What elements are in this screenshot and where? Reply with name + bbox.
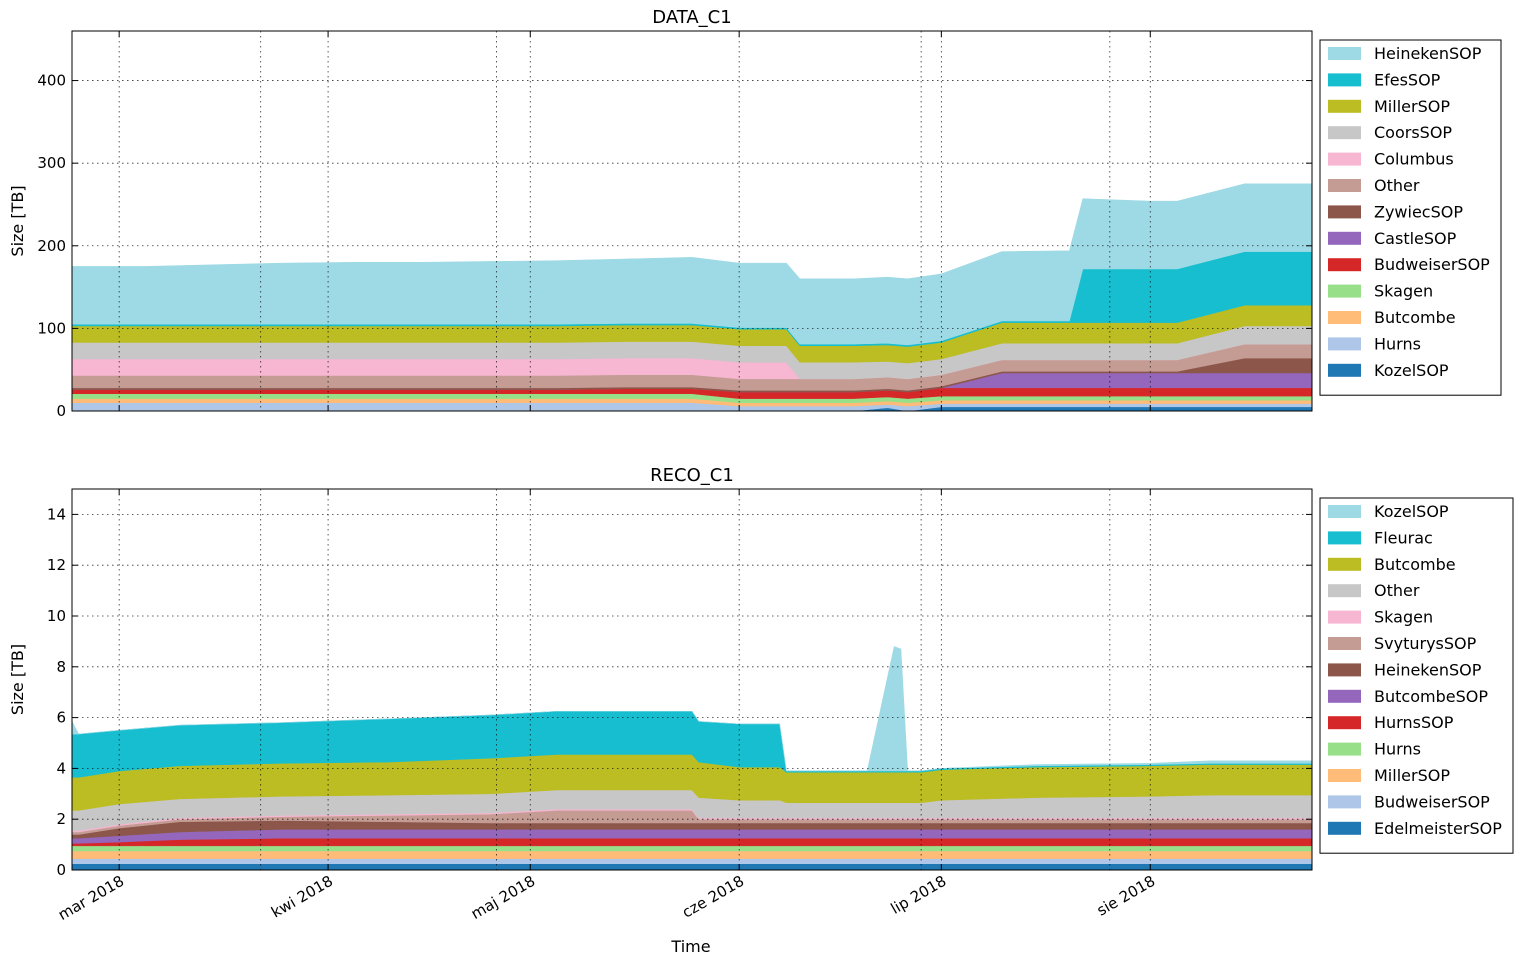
y-tick-label: 12 (47, 556, 66, 574)
legend-label: Fleurac (1374, 528, 1433, 547)
legend-swatch (1328, 99, 1361, 113)
legend-swatch (1328, 821, 1361, 835)
legend-label: MillerSOP (1374, 97, 1450, 116)
y-tick-label: 6 (56, 709, 66, 727)
legend-swatch (1328, 231, 1361, 245)
y-tick-label: 10 (47, 607, 66, 625)
chart-title: RECO_C1 (650, 465, 734, 486)
legend: KozelSOP Fleurac Butcombe Other Skagen Svytur… (1319, 497, 1514, 854)
y-tick-label: 200 (37, 237, 66, 255)
x-tick-label: cze 2018 (679, 872, 747, 922)
plot-frame (71, 488, 1313, 871)
legend-label: CoorsSOP (1374, 123, 1452, 142)
y-axis-label: Size [TB] (8, 644, 27, 715)
legend-swatch (1328, 205, 1361, 219)
area-series-edelmeistersop (72, 863, 1312, 870)
legend-swatch (1328, 795, 1361, 809)
legend-label: EdelmeisterSOP (1374, 819, 1502, 838)
legend-swatch (1328, 610, 1361, 624)
y-tick-label: 2 (56, 810, 66, 828)
gridlines (72, 31, 1312, 411)
legend-swatch (1328, 126, 1361, 140)
gridlines (72, 489, 1312, 870)
legend-swatch (1328, 284, 1361, 298)
y-tick-label: 0 (56, 402, 66, 420)
chart-title: DATA_C1 (652, 7, 731, 28)
legend-label: SvyturysSOP (1374, 634, 1477, 653)
legend-label: Hurns (1374, 334, 1421, 353)
plot-frame (71, 30, 1313, 412)
x-tick-label: sie 2018 (1094, 872, 1159, 920)
legend-swatch (1328, 258, 1361, 272)
area-series-hurns (72, 845, 1312, 852)
legend-swatch (1328, 584, 1361, 598)
y-tick-label: 0 (56, 861, 66, 879)
legend-label: ZywiecSOP (1374, 202, 1463, 221)
legend-label: Butcombe (1374, 555, 1456, 574)
y-tick-label: 300 (37, 154, 66, 172)
area-layers (72, 183, 1312, 411)
legend-label: KozelSOP (1374, 502, 1449, 521)
area-layers (72, 646, 1312, 870)
legend-swatch (1328, 505, 1361, 518)
area-series-kozelsop (72, 646, 1312, 772)
legend-swatch (1328, 363, 1361, 377)
x-tick-label: lip 2018 (888, 872, 950, 918)
y-axis-label: Size [TB] (8, 185, 27, 256)
panel-data-c1: 0 100 200 300 400 DATA_C1 Size [TB] HeinekenSOP… (8, 7, 1502, 420)
x-tick-label: kwi 2018 (268, 872, 336, 922)
legend-label: Columbus (1374, 150, 1454, 169)
legend-label: ButcombeSOP (1374, 687, 1488, 706)
x-tick-label: maj 2018 (468, 872, 538, 923)
legend-label: EfesSOP (1374, 70, 1441, 89)
legend-label: HeinekenSOP (1374, 44, 1482, 63)
legend-swatch (1328, 337, 1361, 351)
y-tick-label: 100 (37, 319, 66, 337)
legend-label: Other (1374, 581, 1420, 600)
legend-swatch (1328, 531, 1361, 545)
area-series-heinekensop (72, 183, 1312, 346)
area-series-kozelsop (72, 406, 1312, 411)
legend-swatch (1328, 716, 1361, 730)
legend-label: Butcombe (1374, 308, 1456, 327)
legend-swatch (1328, 179, 1361, 192)
y-tick-label: 14 (47, 505, 66, 523)
legend-label: Skagen (1374, 282, 1433, 301)
y-tick-label: 8 (56, 658, 66, 676)
legend-swatch (1328, 152, 1361, 166)
y-tick-label: 400 (37, 72, 66, 90)
legend-swatch (1328, 742, 1361, 756)
area-series-hurnssop (72, 837, 1312, 847)
legend-label: Hurns (1374, 740, 1421, 759)
legend-swatch (1328, 689, 1361, 703)
y-tick-label: 4 (56, 759, 66, 777)
legend-label: BudweiserSOP (1374, 792, 1490, 811)
legend-swatch (1328, 73, 1361, 87)
legend-swatch (1328, 311, 1361, 324)
legend-label: MillerSOP (1374, 766, 1450, 785)
legend-label: Other (1374, 176, 1420, 195)
x-tick-label: mar 2018 (55, 872, 127, 924)
legend-swatch (1328, 637, 1361, 650)
x-axis-label: Time (670, 937, 710, 956)
legend-label: Skagen (1374, 608, 1433, 627)
area-series-millersop (72, 850, 1312, 859)
legend-label: HurnsSOP (1374, 713, 1454, 732)
legend: HeinekenSOP EfesSOP MillerSOP CoorsSOP Colum… (1319, 39, 1502, 396)
legend-swatch (1328, 557, 1361, 571)
legend-label: CastleSOP (1374, 229, 1457, 248)
panel-reco-c1: 0 2 4 6 8 10 12 14 mar 2018 kwi 2018 maj 2018 cze 2… (8, 465, 1514, 924)
legend-swatch (1328, 47, 1361, 60)
legend-swatch (1328, 663, 1361, 677)
legend-swatch (1328, 769, 1361, 782)
legend-label: HeinekenSOP (1374, 660, 1482, 679)
area-series-budweisersop (72, 858, 1312, 864)
legend-label: BudweiserSOP (1374, 255, 1490, 274)
legend-label: KozelSOP (1374, 361, 1449, 380)
